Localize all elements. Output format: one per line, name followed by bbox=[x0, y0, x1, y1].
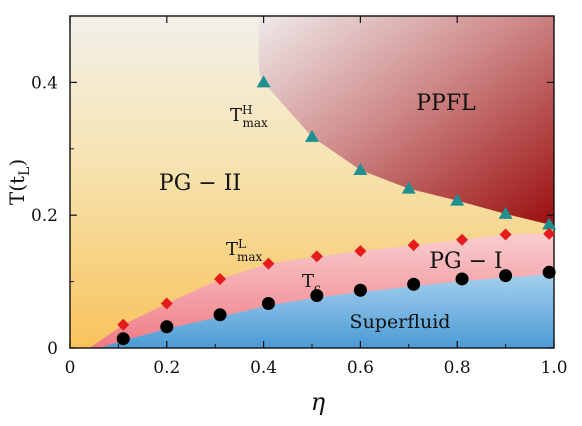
tmax-l-marker bbox=[456, 233, 469, 246]
tmax-l-marker bbox=[310, 250, 323, 263]
tc-marker bbox=[542, 265, 556, 279]
tc-marker bbox=[116, 332, 130, 346]
tc-marker bbox=[407, 277, 421, 291]
tc-marker bbox=[310, 289, 324, 303]
data-markers bbox=[116, 75, 557, 346]
x-axis-label: η bbox=[311, 388, 326, 416]
axis-ticks bbox=[69, 16, 555, 349]
tmax-h-marker bbox=[542, 217, 557, 230]
y-tick-labels: 0 0.2 0.4 bbox=[31, 73, 58, 359]
x-tick-label: 0.2 bbox=[153, 358, 180, 378]
tmax-h-marker bbox=[256, 75, 271, 88]
tc-marker bbox=[160, 320, 174, 334]
ppfl-label: PPFL bbox=[416, 91, 476, 116]
x-tick-label: 0.8 bbox=[444, 358, 471, 378]
tmax-l-marker bbox=[407, 239, 420, 252]
tc-annotation: Tc bbox=[302, 271, 321, 295]
tmax-l-marker bbox=[543, 227, 556, 240]
y-tick-label: 0.4 bbox=[31, 73, 58, 93]
tmax-h-marker bbox=[305, 129, 319, 142]
x-tick-labels: 0 0.2 0.4 0.6 0.8 1.0 bbox=[65, 358, 568, 378]
x-tick-label: 0 bbox=[65, 358, 76, 378]
x-tick-label: 0.4 bbox=[250, 358, 277, 378]
pg2-label: PG − II bbox=[159, 171, 241, 196]
superfluid-region bbox=[99, 270, 554, 348]
superfluid-label: Superfluid bbox=[350, 311, 451, 333]
x-tick-label: 0.6 bbox=[347, 358, 374, 378]
tmax-h-marker bbox=[401, 181, 416, 194]
pg1-label: PG − I bbox=[429, 249, 503, 274]
y-axis-label: T(tL) bbox=[5, 159, 33, 205]
tmax-l-marker bbox=[499, 228, 512, 241]
tc-marker bbox=[213, 308, 227, 322]
ppfl-region bbox=[258, 16, 554, 229]
x-tick-label: 1.0 bbox=[540, 358, 567, 378]
tmax-l-marker bbox=[262, 257, 275, 270]
tc-marker bbox=[261, 297, 275, 311]
tc-marker bbox=[499, 269, 513, 283]
tmax-h-marker bbox=[353, 163, 368, 176]
tmax-h-marker bbox=[450, 193, 465, 206]
tmax-h-marker bbox=[498, 206, 513, 219]
tmax-l-marker bbox=[354, 245, 367, 258]
tc-marker bbox=[455, 272, 469, 286]
tmax-h-annotation: TH max bbox=[230, 103, 268, 130]
y-tick-label: 0.2 bbox=[31, 206, 58, 226]
tc-marker bbox=[353, 283, 367, 297]
tmax-l-marker bbox=[160, 297, 173, 310]
y-tick-label: 0 bbox=[47, 339, 58, 359]
tmax-l-annotation: TL max bbox=[226, 237, 263, 264]
tmax-l-marker bbox=[117, 318, 130, 331]
tmax-l-marker bbox=[214, 272, 227, 285]
